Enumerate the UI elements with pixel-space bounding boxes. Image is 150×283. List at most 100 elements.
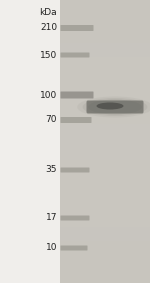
- Bar: [60, 27, 150, 28]
- Bar: [60, 258, 150, 259]
- FancyBboxPatch shape: [60, 168, 90, 173]
- Bar: [60, 217, 150, 218]
- Bar: [60, 218, 150, 219]
- Bar: [60, 241, 150, 242]
- Bar: [60, 60, 150, 61]
- Bar: [60, 91, 150, 92]
- Bar: [60, 180, 150, 181]
- Bar: [60, 30, 150, 31]
- Bar: [60, 103, 150, 104]
- Bar: [60, 2, 150, 3]
- Bar: [60, 251, 150, 252]
- Bar: [60, 268, 150, 269]
- Bar: [60, 90, 150, 91]
- Bar: [60, 85, 150, 86]
- Bar: [60, 274, 150, 275]
- Bar: [60, 222, 150, 223]
- Bar: [60, 109, 150, 110]
- Bar: [60, 78, 150, 79]
- Bar: [60, 160, 150, 161]
- Bar: [60, 147, 150, 148]
- Bar: [60, 227, 150, 228]
- Bar: [60, 14, 150, 15]
- Bar: [60, 125, 150, 126]
- Bar: [60, 246, 150, 247]
- Bar: [60, 137, 150, 138]
- Bar: [60, 229, 150, 230]
- Bar: [60, 253, 150, 254]
- Bar: [60, 122, 150, 123]
- Bar: [60, 162, 150, 163]
- Ellipse shape: [88, 100, 142, 115]
- Bar: [60, 194, 150, 195]
- Bar: [60, 75, 150, 76]
- Bar: [60, 245, 150, 246]
- Bar: [60, 239, 150, 240]
- Bar: [60, 102, 150, 103]
- Bar: [60, 273, 150, 274]
- Bar: [60, 50, 150, 51]
- Bar: [60, 255, 150, 256]
- Bar: [60, 1, 150, 2]
- Text: 150: 150: [40, 50, 57, 59]
- Bar: [60, 116, 150, 117]
- Bar: [60, 250, 150, 251]
- Bar: [60, 140, 150, 141]
- Bar: [60, 177, 150, 178]
- Bar: [60, 243, 150, 244]
- Bar: [60, 21, 150, 22]
- Bar: [60, 152, 150, 153]
- Bar: [60, 202, 150, 203]
- Bar: [60, 266, 150, 267]
- Bar: [60, 120, 150, 121]
- Bar: [60, 139, 150, 140]
- Bar: [60, 44, 150, 45]
- Bar: [60, 173, 150, 174]
- Bar: [60, 272, 150, 273]
- FancyBboxPatch shape: [60, 91, 93, 98]
- Bar: [60, 176, 150, 177]
- Bar: [60, 46, 150, 47]
- Bar: [60, 77, 150, 78]
- Bar: [60, 271, 150, 272]
- Bar: [60, 22, 150, 23]
- Bar: [60, 244, 150, 245]
- Bar: [60, 62, 150, 63]
- Bar: [60, 59, 150, 60]
- Bar: [60, 39, 150, 40]
- Bar: [60, 115, 150, 116]
- Bar: [60, 95, 150, 96]
- Bar: [60, 252, 150, 253]
- Bar: [60, 127, 150, 128]
- Bar: [60, 277, 150, 278]
- Bar: [60, 32, 150, 33]
- Bar: [60, 193, 150, 194]
- Bar: [60, 230, 150, 231]
- Bar: [60, 149, 150, 150]
- FancyBboxPatch shape: [60, 117, 92, 123]
- Bar: [60, 51, 150, 52]
- Bar: [60, 80, 150, 81]
- Bar: [60, 211, 150, 212]
- Bar: [60, 128, 150, 129]
- Bar: [60, 84, 150, 85]
- Bar: [60, 15, 150, 16]
- Bar: [60, 104, 150, 105]
- Bar: [60, 267, 150, 268]
- Bar: [60, 88, 150, 89]
- Bar: [60, 16, 150, 17]
- Bar: [60, 148, 150, 149]
- Bar: [60, 97, 150, 98]
- Bar: [60, 129, 150, 130]
- Bar: [60, 158, 150, 159]
- Bar: [60, 19, 150, 20]
- Bar: [60, 166, 150, 167]
- FancyBboxPatch shape: [60, 25, 93, 31]
- Bar: [60, 5, 150, 6]
- Bar: [60, 3, 150, 4]
- Bar: [60, 146, 150, 147]
- Bar: [60, 168, 150, 169]
- Bar: [60, 196, 150, 197]
- Bar: [60, 55, 150, 56]
- Bar: [60, 34, 150, 35]
